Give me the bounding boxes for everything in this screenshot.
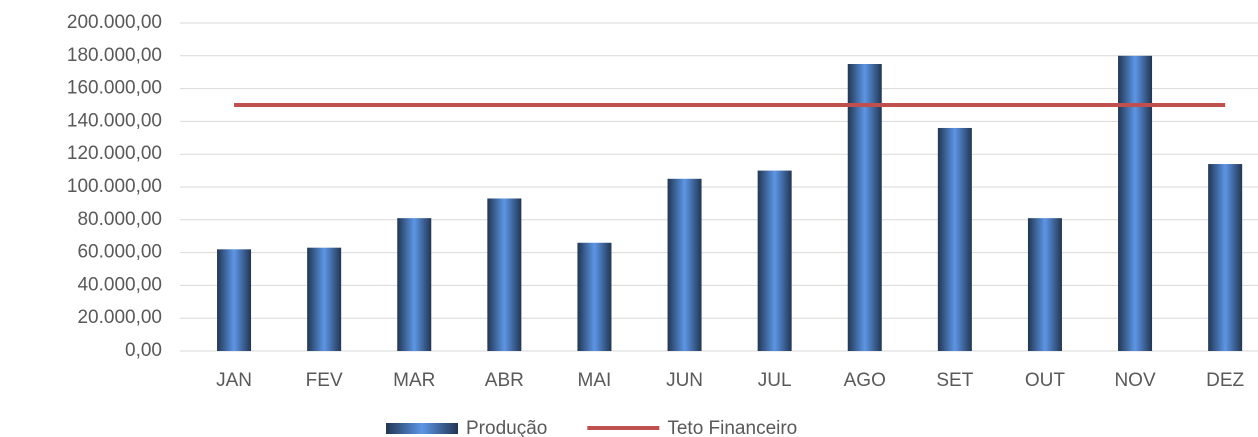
y-tick-label: 100.000,00	[67, 176, 162, 197]
x-tick-label: DEZ	[1206, 370, 1244, 391]
x-tick-label: MAI	[578, 370, 612, 391]
bar	[577, 242, 612, 351]
y-tick-label: 40.000,00	[77, 274, 162, 295]
x-tick-label: OUT	[1025, 370, 1066, 391]
bar	[217, 249, 252, 351]
y-tick-label: 160.000,00	[67, 78, 162, 99]
x-tick-label: JAN	[216, 370, 252, 391]
y-tick-label: 180.000,00	[67, 45, 162, 66]
x-tick-label: MAR	[393, 370, 435, 391]
x-tick-label: JUN	[666, 370, 703, 391]
x-tick-label: SET	[936, 370, 973, 391]
bar	[1118, 55, 1153, 352]
bar	[1208, 164, 1243, 351]
x-tick-label: AGO	[844, 370, 886, 391]
bar	[757, 170, 792, 351]
x-tick-label: NOV	[1114, 370, 1156, 391]
bar	[397, 218, 432, 351]
bar	[487, 198, 522, 351]
legend-label: Teto Financeiro	[667, 418, 797, 437]
bar	[307, 247, 342, 351]
x-tick-label: JUL	[758, 370, 792, 391]
bar	[937, 127, 972, 352]
y-tick-label: 120.000,00	[67, 143, 162, 164]
x-tick-label: FEV	[306, 370, 343, 391]
y-tick-label: 60.000,00	[77, 242, 162, 263]
y-tick-label: 140.000,00	[67, 110, 162, 131]
legend-label: Produção	[466, 418, 547, 437]
bar	[667, 178, 702, 351]
legend-swatch	[386, 423, 458, 434]
x-tick-label: ABR	[485, 370, 524, 391]
y-tick-label: 0,00	[125, 340, 162, 361]
bar	[847, 64, 882, 351]
y-tick-label: 200.000,00	[67, 12, 162, 33]
y-tick-label: 20.000,00	[77, 307, 162, 328]
bar	[1027, 218, 1062, 351]
y-tick-label: 80.000,00	[77, 209, 162, 230]
